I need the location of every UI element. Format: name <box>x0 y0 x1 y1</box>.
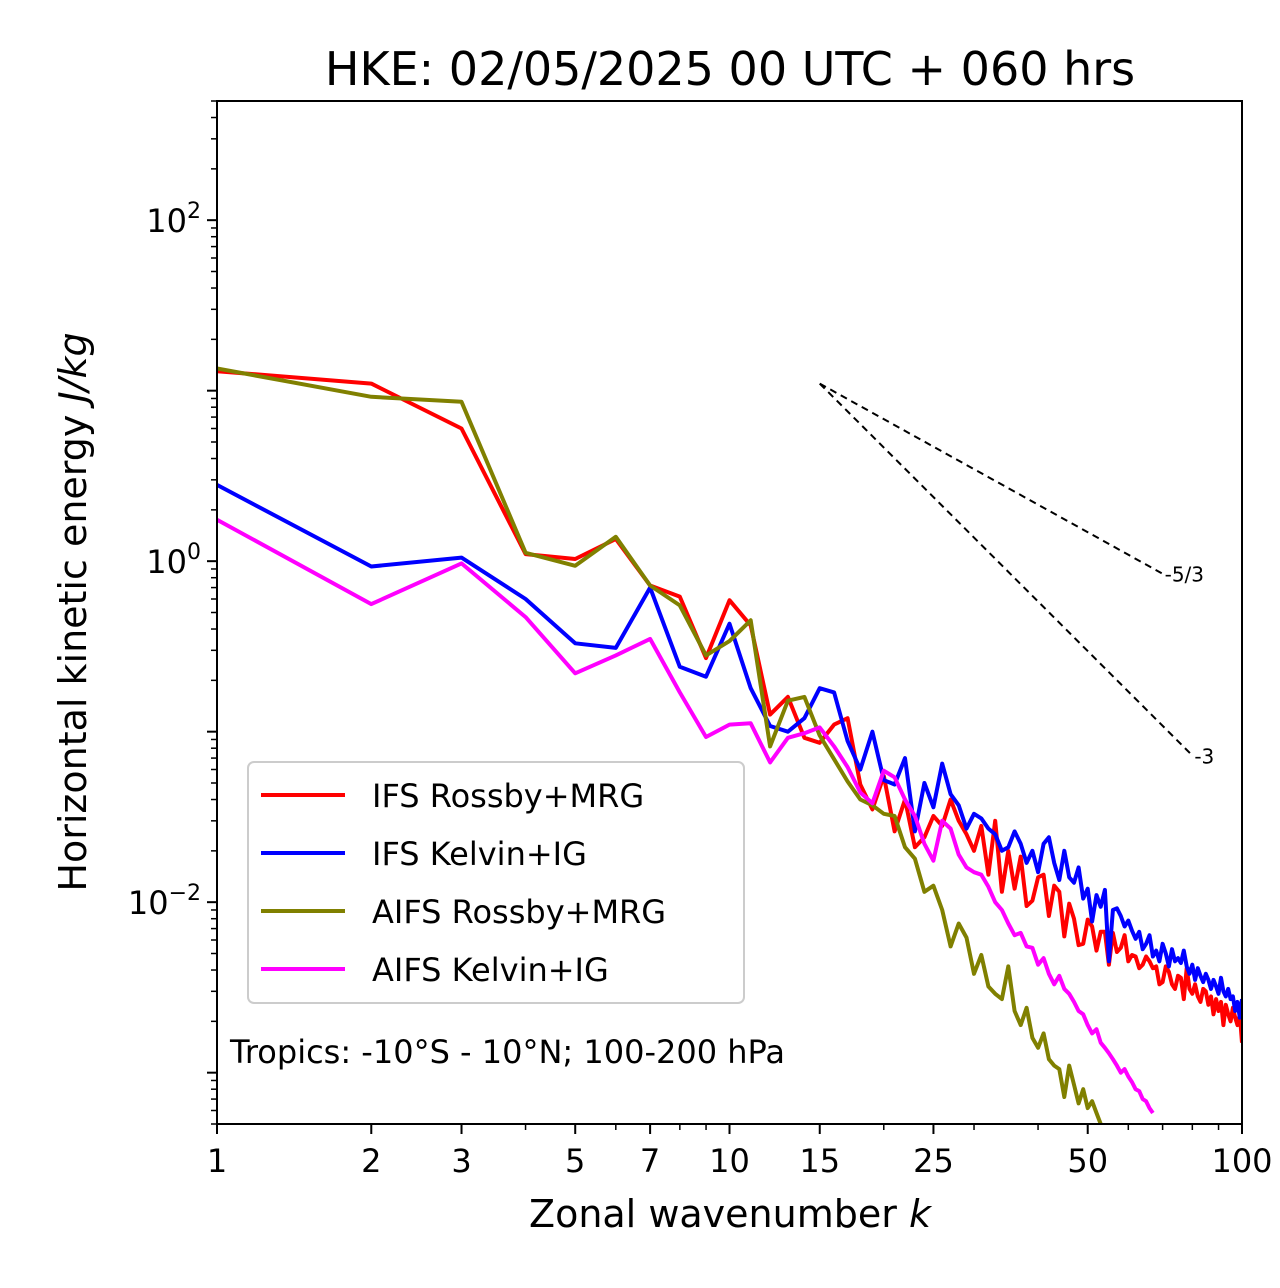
series-line-aifs-rossby-mrg <box>217 366 1103 1124</box>
legend-label: IFS Kelvin+IG <box>372 835 587 873</box>
x-tick-label: 10 <box>709 1142 750 1180</box>
x-tick-label: 7 <box>640 1142 660 1180</box>
y-axis-label-text: Horizontal kinetic energy <box>51 415 95 892</box>
y-tick-label: 10−2 <box>128 881 201 922</box>
series-line-ifs-kelvin-ig <box>217 483 1242 1020</box>
x-tick-label: 15 <box>799 1142 840 1180</box>
y-tick-label: 102 <box>146 199 201 240</box>
y-tick-label: 100 <box>146 540 201 581</box>
slope-line <box>819 382 1164 575</box>
tick-labels: 1 2 3 5 7 10 15 25 50 100 10−2 100 102 <box>128 199 1273 1180</box>
x-axis-label-var: k <box>909 1192 933 1236</box>
x-tick-label: 25 <box>913 1142 954 1180</box>
x-tick-label: 1 <box>207 1142 227 1180</box>
legend-label: AIFS Kelvin+IG <box>372 951 609 989</box>
y-axis-label: Horizontal kinetic energy J/kg <box>51 332 95 891</box>
major-ticks <box>207 219 1243 1134</box>
x-tick-label: 5 <box>565 1142 585 1180</box>
slope-label: -3 <box>1194 744 1214 768</box>
legend-label: IFS Rossby+MRG <box>372 777 644 815</box>
y-axis-label-unit: J/kg <box>51 332 95 409</box>
slope-line <box>819 382 1194 757</box>
reference-slopes: -5/3 -3 <box>819 382 1214 768</box>
legend-label: AIFS Rossby+MRG <box>372 893 666 931</box>
slope-label: -5/3 <box>1165 563 1204 587</box>
x-tick-label: 50 <box>1067 1142 1108 1180</box>
series-layer <box>217 366 1242 1124</box>
region-annotation: Tropics: -10°S - 10°N; 100-200 hPa <box>229 1033 785 1071</box>
plot-frame <box>216 100 1243 1125</box>
x-tick-label: 2 <box>361 1142 381 1180</box>
x-tick-label: 3 <box>451 1142 471 1180</box>
series-line-aifs-kelvin-ig <box>217 517 1155 1115</box>
chart-title: HKE: 02/05/2025 00 UTC + 060 hrs <box>325 42 1135 96</box>
x-axis-label: Zonal wavenumber k <box>529 1192 933 1236</box>
x-axis-label-text: Zonal wavenumber <box>529 1192 897 1236</box>
legend-items: IFS Rossby+MRG IFS Kelvin+IG AIFS Rossby+M… <box>261 777 666 989</box>
legend-box <box>247 761 745 1004</box>
x-tick-label: 100 <box>1211 1142 1272 1180</box>
legend: IFS Rossby+MRG IFS Kelvin+IG AIFS Rossby+M… <box>247 761 745 1004</box>
